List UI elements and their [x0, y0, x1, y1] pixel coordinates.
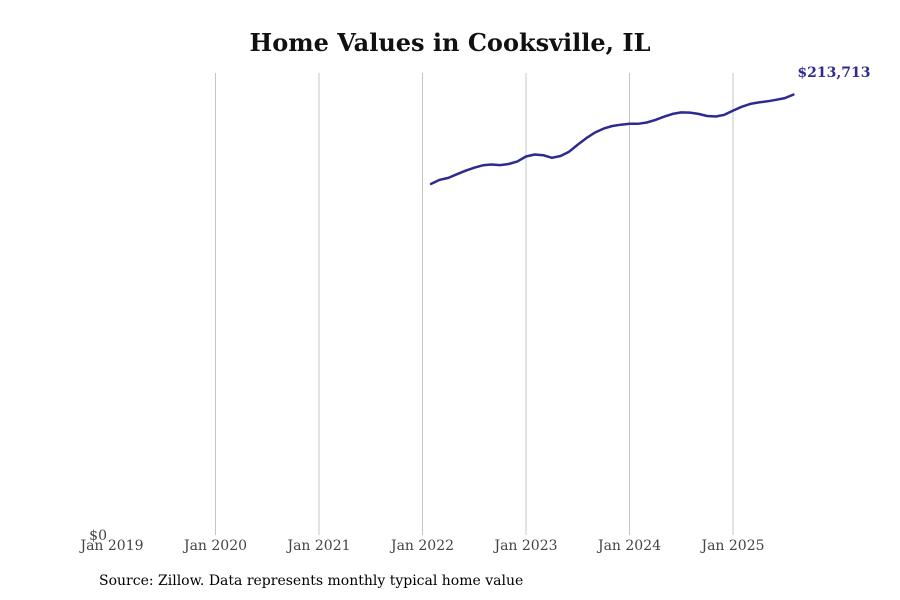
x-tick-label: Jan 2023: [492, 538, 557, 554]
series-line: [429, 93, 795, 186]
x-tick-label: Jan 2020: [182, 538, 247, 554]
y-tick-label: $0: [89, 528, 107, 544]
x-tick-label: Jan 2025: [699, 538, 764, 554]
x-tick-label: Jan 2024: [596, 538, 661, 554]
chart-title: Home Values in Cooksville, IL: [249, 28, 651, 57]
x-tick-label: Jan 2021: [285, 538, 350, 554]
x-tick-label: Jan 2019: [78, 538, 143, 554]
end-value-label: $213,713: [797, 65, 870, 81]
source-note: Source: Zillow. Data represents monthly …: [99, 573, 524, 589]
x-tick-label: Jan 2022: [389, 538, 454, 554]
